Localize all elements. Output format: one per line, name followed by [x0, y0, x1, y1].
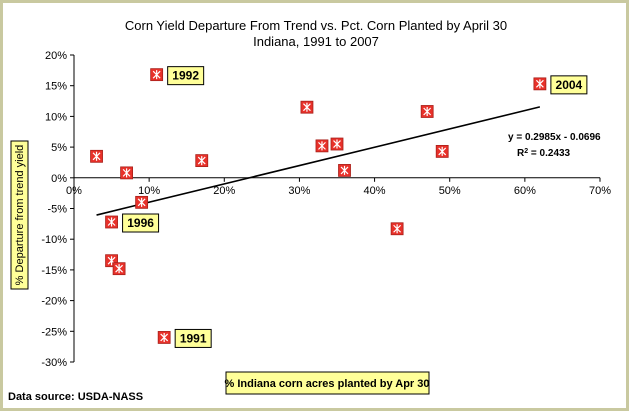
- point-label-text: 1996: [127, 216, 154, 230]
- point-label-box: [174, 328, 212, 348]
- data-point: [420, 105, 434, 118]
- data-point-star: [423, 106, 432, 116]
- data-point-star: [438, 146, 447, 156]
- data-point-star: [160, 332, 169, 342]
- x-tick-label: 0%: [66, 185, 82, 197]
- point-label-box: [550, 75, 588, 95]
- chart-subtitle: Indiana, 1991 to 2007: [253, 34, 379, 49]
- point-label-text: 2004: [556, 78, 583, 92]
- y-tick-label: -15%: [41, 265, 67, 277]
- data-point: [330, 137, 344, 151]
- data-point: [135, 195, 149, 209]
- data-point-star: [107, 217, 116, 227]
- y-tick-label: 0%: [51, 173, 67, 185]
- y-tick-label: -25%: [41, 326, 67, 338]
- point-label-box: [122, 213, 160, 233]
- data-point-star: [333, 139, 341, 149]
- data-source-note: Data source: USDA-NASS: [8, 391, 143, 403]
- x-tick-label: 40%: [364, 185, 386, 197]
- data-point-star: [303, 102, 311, 112]
- data-point-star: [535, 79, 544, 89]
- x-axis-title: % Indiana corn acres planted by Apr 30: [225, 371, 430, 395]
- data-point: [157, 331, 171, 344]
- y-tick-label: -5%: [47, 204, 67, 216]
- y-tick-label: 5%: [51, 142, 67, 154]
- x-tick-label: 50%: [439, 185, 461, 197]
- chart-title: Corn Yield Departure From Trend vs. Pct.…: [125, 18, 507, 33]
- x-tick-label: 60%: [514, 185, 536, 197]
- x-tick-label: 20%: [213, 185, 235, 197]
- y-tick-label: 10%: [45, 111, 67, 123]
- point-label-text: 1991: [180, 331, 207, 345]
- data-point: [435, 144, 449, 158]
- data-point: [105, 215, 118, 229]
- svg-text:% Departure from trend yield: % Departure from trend yield: [14, 145, 26, 286]
- data-point-star: [137, 197, 146, 207]
- data-point-star: [340, 165, 349, 175]
- data-point: [390, 222, 404, 236]
- data-point: [195, 154, 209, 168]
- data-point: [338, 164, 351, 177]
- x-tick-label: 10%: [138, 185, 160, 197]
- axes: 20% 15% 10% 5% 0% -5% -10% -15% -20% -25% -30% 0% 10…: [41, 50, 611, 369]
- y-tick-label: 15%: [45, 81, 67, 93]
- point-label: 1991: [174, 328, 212, 348]
- point-label: 1992: [167, 66, 205, 86]
- data-point-star: [197, 156, 206, 166]
- point-label-text: 1992: [172, 69, 199, 83]
- svg-text:% Indiana corn acres planted b: % Indiana corn acres planted by Apr 30: [225, 378, 430, 390]
- x-tick-label: 30%: [288, 185, 310, 197]
- data-point-star: [393, 224, 402, 234]
- point-labels: 1996 1992 1991 2004: [122, 66, 588, 348]
- data-points: [90, 68, 547, 344]
- data-point: [300, 100, 314, 114]
- data-point-star: [318, 141, 326, 151]
- data-point: [315, 139, 329, 153]
- data-point: [90, 149, 103, 163]
- data-point-star: [122, 168, 131, 178]
- trendline: [96, 106, 541, 216]
- data-point: [533, 77, 547, 91]
- point-label-box: [167, 66, 205, 86]
- trendline-layer: [96, 106, 541, 216]
- trendline-equation: y = 0.2985x - 0.0696: [508, 132, 601, 143]
- data-point: [112, 262, 126, 276]
- data-point-star: [115, 264, 124, 274]
- y-tick-label: -20%: [41, 296, 67, 308]
- data-point: [150, 68, 164, 82]
- data-point-star: [152, 70, 161, 80]
- data-point: [120, 166, 133, 180]
- point-label: 2004: [550, 75, 588, 95]
- x-tick-label: 70%: [589, 185, 611, 197]
- point-label: 1996: [122, 213, 160, 233]
- data-point-star: [92, 151, 101, 161]
- y-axis-title: % Departure from trend yield: [10, 140, 29, 290]
- y-tick-label: -30%: [41, 357, 67, 369]
- y-tick-label: -10%: [41, 234, 67, 246]
- y-tick-label: 20%: [45, 50, 67, 62]
- trendline-r2: R2 = 0.2433: [517, 148, 571, 160]
